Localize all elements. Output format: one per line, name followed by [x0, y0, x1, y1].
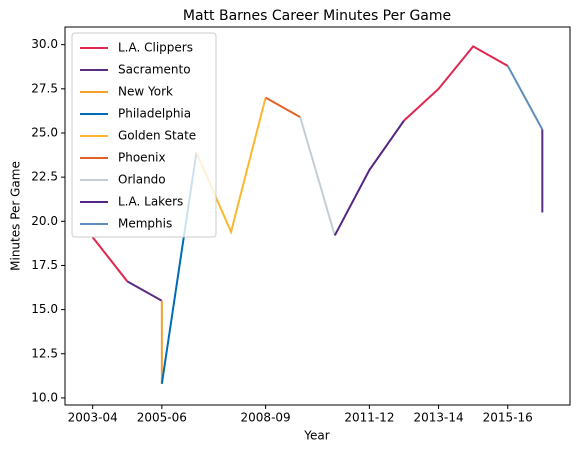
line-series [299, 116, 336, 236]
y-tick-label: 27.5 [31, 81, 58, 95]
line-series [91, 236, 129, 282]
y-tick-label: 22.5 [31, 170, 58, 184]
legend-label: Phoenix [118, 151, 166, 165]
y-axis-label: Minutes Per Game [9, 161, 23, 271]
legend-label: Golden State [118, 129, 196, 143]
line-series [265, 96, 301, 118]
line-series [126, 280, 163, 302]
y-tick-label: 17.5 [31, 258, 58, 272]
y-tick-label: 10.0 [31, 390, 58, 404]
x-tick-label: 2008-09 [241, 411, 291, 425]
x-axis-label: Year [303, 429, 329, 443]
legend-label: L.A. Lakers [118, 195, 183, 209]
legend-label: Orlando [118, 173, 166, 187]
legend-label: Philadelphia [118, 107, 191, 121]
x-tick-label: 2013-14 [413, 411, 463, 425]
line-series [403, 45, 509, 122]
x-tick-label: 2015-16 [483, 411, 533, 425]
x-tick-label: 2003-04 [68, 411, 118, 425]
legend-label: New York [118, 85, 173, 99]
y-tick-label: 30.0 [31, 37, 58, 51]
x-tick-label: 2011-12 [344, 411, 394, 425]
y-tick-label: 12.5 [31, 346, 58, 360]
legend-label: Memphis [118, 217, 172, 231]
plot-frame [64, 26, 571, 406]
chart-title: Matt Barnes Career Minutes Per Game [183, 8, 451, 24]
y-tick-label: 15.0 [31, 302, 58, 316]
legend-box [71, 32, 217, 238]
line-series [333, 120, 405, 236]
y-tick-label: 25.0 [31, 125, 58, 139]
legend-label: Sacramento [118, 63, 191, 77]
x-tick-label: 2005-06 [137, 411, 187, 425]
legend-label: L.A. Clippers [118, 41, 193, 55]
line-series [506, 65, 544, 130]
y-tick-label: 20.0 [31, 214, 58, 228]
